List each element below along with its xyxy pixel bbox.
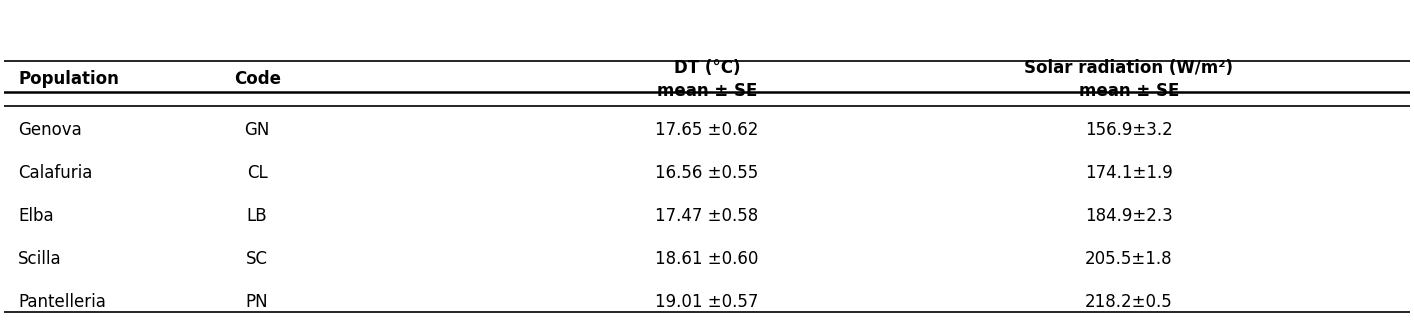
Text: Population: Population <box>18 71 119 89</box>
Text: GN: GN <box>245 121 270 139</box>
Text: Calafuria: Calafuria <box>18 164 92 182</box>
Text: 205.5±1.8: 205.5±1.8 <box>1085 250 1172 268</box>
Text: 18.61 ±0.60: 18.61 ±0.60 <box>655 250 759 268</box>
Text: Genova: Genova <box>18 121 82 139</box>
Text: 156.9±3.2: 156.9±3.2 <box>1085 121 1172 139</box>
Text: Code: Code <box>233 71 281 89</box>
Text: Elba: Elba <box>18 207 54 225</box>
Text: 174.1±1.9: 174.1±1.9 <box>1085 164 1172 182</box>
Text: CL: CL <box>247 164 267 182</box>
Text: DT (°C)
mean ± SE: DT (°C) mean ± SE <box>658 59 756 100</box>
Text: Scilla: Scilla <box>18 250 62 268</box>
Text: 16.56 ±0.55: 16.56 ±0.55 <box>655 164 759 182</box>
Text: PN: PN <box>246 293 269 311</box>
Text: 218.2±0.5: 218.2±0.5 <box>1085 293 1172 311</box>
Text: LB: LB <box>247 207 267 225</box>
Text: Solar radiation (W/m²)
mean ± SE: Solar radiation (W/m²) mean ± SE <box>1024 59 1233 100</box>
Text: 19.01 ±0.57: 19.01 ±0.57 <box>655 293 759 311</box>
Text: SC: SC <box>246 250 269 268</box>
Text: 17.65 ±0.62: 17.65 ±0.62 <box>655 121 759 139</box>
Text: Pantelleria: Pantelleria <box>18 293 106 311</box>
Text: 17.47 ±0.58: 17.47 ±0.58 <box>655 207 759 225</box>
Text: 184.9±2.3: 184.9±2.3 <box>1085 207 1172 225</box>
